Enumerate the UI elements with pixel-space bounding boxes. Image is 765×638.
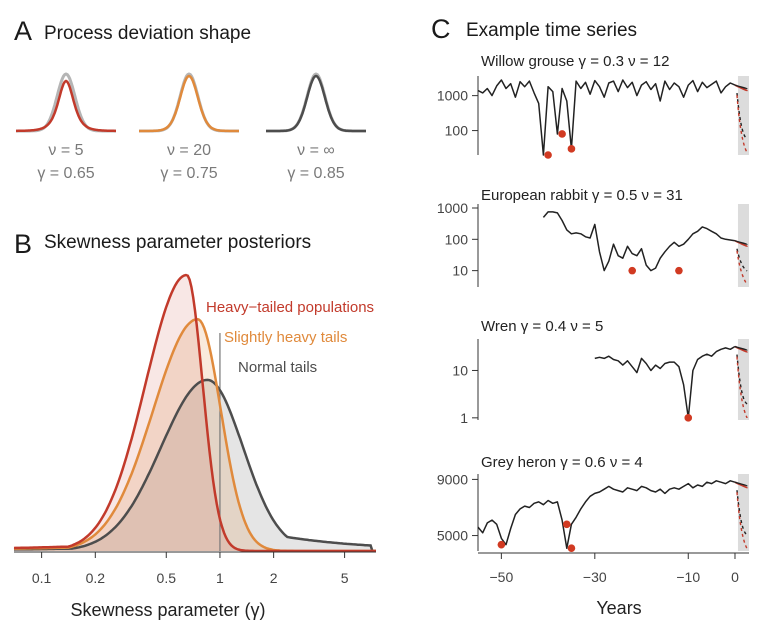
y-tick-label-european-rabbit-0: 10 [452, 263, 468, 279]
y-tick-label-european-rabbit-2: 1000 [437, 200, 468, 216]
crash-point-willow-grouse-1 [558, 130, 566, 138]
forecast-band-wren [737, 339, 749, 420]
panel-b-x-ticks: 0.1 0.2 0.5 1 2 5 [32, 552, 349, 586]
crash-point-willow-grouse-2 [567, 145, 576, 153]
param-gamma-3: γ = 0.85 [287, 165, 344, 182]
deviation-shape-2 [139, 74, 239, 133]
legend-heavy: Heavy−tailed populations [206, 299, 374, 316]
crash-point-wren-0 [684, 414, 693, 422]
forecast-lower-normal-wren [736, 354, 748, 405]
crash-point-european-rabbit-0 [628, 266, 636, 275]
reference-normal-shape-2 [139, 72, 239, 133]
forecast-band-grey-heron [737, 474, 749, 551]
deviation-shape-3 [266, 74, 366, 133]
panel-c-letter: C [431, 14, 451, 44]
x-tick-label-5: 5 [341, 570, 349, 586]
forecast-lower-normal-willow-grouse [736, 93, 748, 140]
heavy-tailed-curve [13, 273, 376, 553]
forecast-lower-heavy-european-rabbit [736, 250, 748, 286]
x-tick-label-1: 0.2 [86, 570, 106, 586]
panel-b-letter: B [14, 229, 32, 259]
series-title-willow-grouse: Willow grouse γ = 0.3 ν = 12 [481, 53, 669, 70]
forecast-lower-heavy-willow-grouse [736, 95, 748, 154]
time-x-tick-label-3: 0 [731, 569, 739, 585]
param-nu-2: ν = 20 [167, 142, 211, 159]
crash-point-willow-grouse-0 [544, 151, 552, 159]
x-tick-label-4: 2 [270, 570, 278, 586]
param-nu-1: ν = 5 [48, 142, 83, 159]
series-panel-willow-grouse: 100 1000 [437, 76, 749, 159]
heavy-tailed-area [14, 275, 376, 551]
reference-normal-shape-3 [266, 72, 366, 133]
legend-slight: Slightly heavy tails [224, 329, 347, 346]
y-tick-label-willow-grouse-0: 100 [445, 123, 469, 139]
y-tick-label-wren-1: 10 [452, 362, 468, 378]
panel-c-x-axis-title: Years [596, 598, 641, 618]
series-panel-grey-heron: 5000 9000 [437, 471, 749, 552]
panel-b-density-curves [13, 273, 376, 553]
series-line-european-rabbit [542, 211, 736, 272]
y-tick-label-wren-0: 1 [460, 410, 468, 426]
slightly-heavy-area [14, 319, 376, 551]
panel-a-letter: A [14, 16, 32, 46]
time-x-tick-label-2: −10 [676, 569, 700, 585]
forecast-lower-normal-grey-heron [736, 490, 748, 536]
forecast-median-normal-grey-heron [734, 481, 748, 487]
crash-point-grey-heron-1 [562, 520, 571, 529]
param-nu-3: ν = ∞ [297, 142, 335, 159]
x-tick-label-3: 1 [216, 570, 224, 586]
deviation-shape-1 [16, 79, 116, 133]
normal-tails-area [14, 379, 376, 551]
panel-c-time-series: 100 1000 10 100 1000 1 10 5000 9000 [437, 76, 749, 552]
forecast-band-willow-grouse [737, 76, 749, 155]
legend-normal: Normal tails [238, 359, 317, 376]
forecast-median-normal-willow-grouse [734, 84, 748, 90]
forecast-median-normal-wren [734, 345, 748, 351]
panel-c-title: Example time series [466, 20, 637, 41]
param-gamma-2: γ = 0.75 [160, 165, 217, 182]
series-panel-wren: 1 10 [452, 339, 749, 426]
series-panel-european-rabbit: 10 100 1000 [437, 200, 749, 287]
normal-tails-curve [13, 378, 376, 553]
forecast-lower-heavy-wren [736, 356, 748, 419]
x-tick-label-2: 0.5 [157, 570, 177, 586]
y-tick-label-european-rabbit-1: 100 [445, 231, 469, 247]
x-tick-label-0: 0.1 [32, 570, 52, 586]
crash-point-grey-heron-0 [497, 540, 506, 549]
panel-b-title: Skewness parameter posteriors [44, 232, 311, 253]
time-x-tick-label-0: −50 [489, 569, 513, 585]
param-gamma-1: γ = 0.65 [37, 165, 94, 182]
time-x-tick-label-1: −30 [583, 569, 607, 585]
series-title-grey-heron: Grey heron γ = 0.6 ν = 4 [481, 454, 643, 471]
y-tick-label-grey-heron-1: 9000 [437, 471, 468, 487]
series-title-wren: Wren γ = 0.4 ν = 5 [481, 318, 603, 335]
reference-normal-shape-1 [16, 72, 116, 133]
y-tick-label-grey-heron-0: 5000 [437, 528, 468, 544]
panel-a-title: Process deviation shape [44, 23, 251, 44]
forecast-median-normal-european-rabbit [734, 240, 748, 246]
y-tick-label-willow-grouse-1: 1000 [437, 88, 468, 104]
series-title-european-rabbit: European rabbit γ = 0.5 ν = 31 [481, 187, 683, 204]
series-line-wren [594, 345, 736, 419]
series-line-grey-heron [477, 480, 736, 549]
crash-point-grey-heron-2 [567, 544, 576, 552]
panel-c-x-axis: −50 −30 −10 0 [478, 552, 749, 585]
series-line-willow-grouse [477, 79, 736, 156]
crash-point-european-rabbit-1 [675, 266, 683, 275]
panel-b-x-axis-title: Skewness parameter (γ) [70, 600, 265, 620]
panel-a-curves [16, 72, 366, 133]
forecast-lower-normal-european-rabbit [736, 248, 748, 272]
